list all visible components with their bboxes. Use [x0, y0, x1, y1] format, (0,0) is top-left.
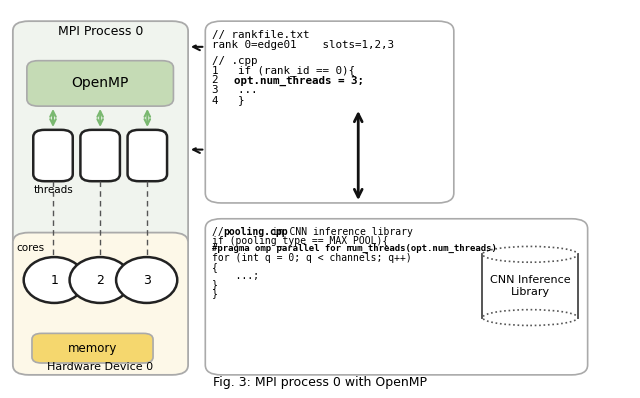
FancyBboxPatch shape [483, 254, 578, 318]
Text: }: } [212, 279, 218, 289]
Text: 2: 2 [96, 273, 104, 287]
FancyBboxPatch shape [127, 130, 167, 181]
FancyBboxPatch shape [205, 21, 454, 203]
Text: 1   if (rank_id == 0){: 1 if (rank_id == 0){ [212, 65, 355, 76]
Text: memory: memory [68, 342, 117, 355]
FancyBboxPatch shape [13, 232, 188, 375]
FancyBboxPatch shape [27, 60, 173, 106]
FancyBboxPatch shape [81, 130, 120, 181]
Text: threads: threads [33, 185, 73, 195]
Text: {: { [212, 262, 218, 272]
FancyBboxPatch shape [13, 21, 188, 280]
Text: }: } [212, 288, 218, 298]
Text: opt.num_threads = 3;: opt.num_threads = 3; [234, 75, 364, 86]
Text: // rankfile.txt: // rankfile.txt [212, 30, 309, 40]
Text: pooling.cpp: pooling.cpp [223, 227, 288, 237]
Text: 4   }: 4 } [212, 95, 244, 105]
Text: 1: 1 [51, 273, 58, 287]
Ellipse shape [116, 257, 177, 303]
FancyBboxPatch shape [33, 130, 73, 181]
Text: Fig. 3: MPI process 0 with OpenMP: Fig. 3: MPI process 0 with OpenMP [213, 377, 427, 390]
Text: 2: 2 [212, 75, 237, 85]
FancyBboxPatch shape [32, 334, 153, 363]
Text: CNN Inference
Library: CNN Inference Library [490, 275, 571, 297]
Ellipse shape [483, 310, 578, 326]
Text: OpenMP: OpenMP [72, 76, 129, 90]
Text: ...;: ...; [212, 271, 259, 281]
Ellipse shape [70, 257, 131, 303]
FancyBboxPatch shape [205, 219, 588, 375]
Text: Hardware Device 0: Hardware Device 0 [47, 362, 154, 372]
Text: for (int q = 0; q < channels; q++): for (int q = 0; q < channels; q++) [212, 253, 412, 263]
Text: #pragma omp parallel for num_threads(opt.num_threads): #pragma omp parallel for num_threads(opt… [212, 244, 497, 253]
Text: if (pooling_type == MAX_POOL){: if (pooling_type == MAX_POOL){ [212, 235, 388, 246]
Text: 3: 3 [143, 273, 150, 287]
Text: rank 0=edge01    slots=1,2,3: rank 0=edge01 slots=1,2,3 [212, 40, 394, 50]
Text: 3   ...: 3 ... [212, 85, 257, 95]
Ellipse shape [483, 246, 578, 262]
Text: MPI Process 0: MPI Process 0 [58, 25, 143, 38]
Ellipse shape [24, 257, 85, 303]
Text: cores: cores [16, 243, 44, 253]
Text: //: // [212, 227, 229, 237]
Text: in CNN inference library: in CNN inference library [266, 227, 413, 237]
Text: // .cpp: // .cpp [212, 56, 257, 66]
